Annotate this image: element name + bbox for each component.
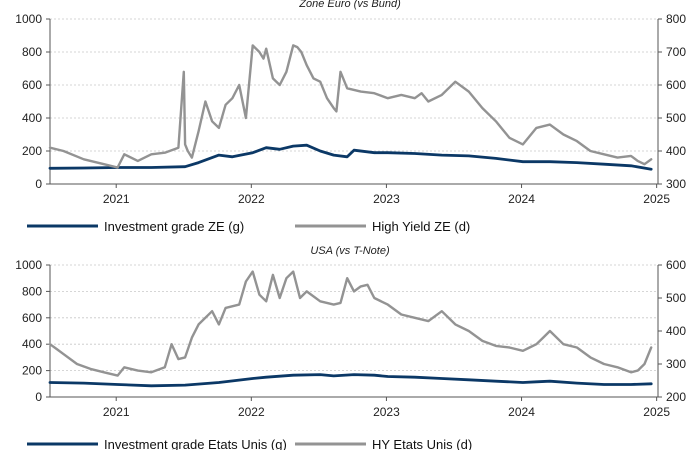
x-ticks-euro: 2021 2022 2023 2024 2025 — [103, 184, 670, 206]
y-left-tick-label: 400 — [22, 111, 42, 125]
y-right-tick-label: 500 — [666, 111, 686, 125]
y-left-tick-label: 800 — [22, 45, 42, 59]
x-tick-label: 2025 — [643, 192, 670, 206]
y-left-tick-label: 800 — [22, 284, 42, 298]
legend-label-euro-ig: Investment grade ZE (g) — [104, 219, 244, 234]
chart-panel-usa: USA (vs T-Note) 0 200 400 600 800 1000 200 300… — [15, 245, 686, 450]
series-line-investment-grade — [48, 143, 653, 171]
x-tick-label: 2021 — [103, 192, 130, 206]
y-left-tick-label: 600 — [22, 78, 42, 92]
x-tick-label: 2024 — [508, 192, 535, 206]
y-left-tick-label: 1000 — [15, 258, 42, 272]
y-left-ticks-usa: 0 200 400 600 800 1000 — [15, 258, 50, 404]
x-tick-label: 2025 — [643, 405, 670, 419]
y-left-tick-label: 600 — [22, 311, 42, 325]
series-line-high-yield — [48, 44, 653, 169]
x-tick-label: 2022 — [238, 192, 265, 206]
x-tick-label: 2021 — [103, 405, 130, 419]
x-tick-label: 2023 — [373, 405, 400, 419]
y-right-tick-label: 700 — [666, 45, 686, 59]
legend-label-euro-hy: High Yield ZE (d) — [372, 219, 470, 234]
y-right-tick-label: 600 — [666, 78, 686, 92]
y-left-tick-label: 0 — [35, 177, 42, 191]
y-right-tick-label: 500 — [666, 291, 686, 305]
y-right-tick-label: 300 — [666, 177, 686, 191]
y-left-tick-label: 1000 — [15, 12, 42, 26]
chart-title-usa: USA (vs T-Note) — [310, 245, 390, 257]
y-right-ticks-usa: 200 300 400 500 600 — [658, 258, 686, 404]
x-tick-label: 2022 — [238, 405, 265, 419]
y-left-ticks-euro: 0 200 400 600 800 1000 — [15, 12, 50, 191]
legend-label-usa-hy: HY Etats Unis (d) — [372, 437, 472, 450]
legend-euro: Investment grade ZE (g) High Yield ZE (d… — [27, 219, 470, 234]
series-line-high-yield — [48, 270, 653, 377]
y-right-ticks-euro: 300 400 500 600 700 800 — [658, 12, 686, 191]
chart-title-euro: Zone Euro (vs Bund) — [298, 0, 401, 10]
legend-label-usa-ig: Investment grade Etats Unis (g) — [104, 437, 287, 450]
y-right-tick-label: 800 — [666, 12, 686, 26]
series-group-usa — [48, 270, 653, 388]
y-left-tick-label: 400 — [22, 337, 42, 351]
y-right-tick-label: 200 — [666, 390, 686, 404]
series-line-investment-grade — [48, 373, 653, 388]
gridlines-euro — [49, 18, 659, 185]
y-right-tick-label: 400 — [666, 144, 686, 158]
y-right-tick-label: 600 — [666, 258, 686, 272]
x-ticks-usa: 2021 2022 2023 2024 2025 — [103, 397, 670, 419]
chart-panel-euro: Zone Euro (vs Bund) 0 200 400 600 800 1000 30… — [15, 0, 686, 234]
y-right-tick-label: 400 — [666, 324, 686, 338]
x-tick-label: 2024 — [508, 405, 535, 419]
y-left-tick-label: 200 — [22, 364, 42, 378]
y-right-tick-label: 300 — [666, 357, 686, 371]
x-tick-label: 2023 — [373, 192, 400, 206]
y-left-tick-label: 0 — [35, 390, 42, 404]
gridlines-usa — [49, 264, 659, 398]
y-left-tick-label: 200 — [22, 144, 42, 158]
series-group-euro — [48, 44, 653, 171]
legend-usa: Investment grade Etats Unis (g) HY Etats… — [27, 437, 472, 450]
